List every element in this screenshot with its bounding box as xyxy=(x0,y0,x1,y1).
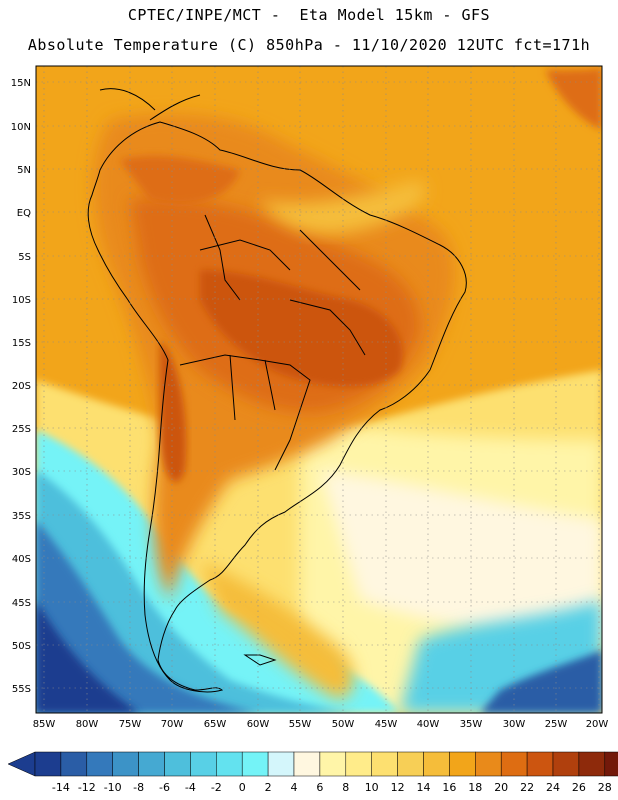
temperature-field xyxy=(36,66,602,713)
colorbar-box xyxy=(526,751,554,777)
colorbar-box xyxy=(423,751,450,777)
lat-label: 40S xyxy=(12,554,31,565)
graticule xyxy=(36,66,602,713)
latitude-labels: 15N 10N 5N EQ 5S 10S 15S 20S 25S 30S 35S… xyxy=(11,78,31,695)
colorbar-label: -12 xyxy=(78,781,96,794)
colorbar: -14 -12 -10 -8 -6 -4 -2 0 2 4 6 8 10 12 … xyxy=(7,751,618,794)
lon-label: 55W xyxy=(289,719,312,730)
colorbar-box xyxy=(60,751,88,777)
colorbar-box xyxy=(449,751,476,777)
colorbar-label: 0 xyxy=(239,781,246,794)
colorbar-box xyxy=(34,751,62,777)
colorbar-box xyxy=(371,751,398,777)
lon-label: 45W xyxy=(375,719,398,730)
lon-label: 70W xyxy=(161,719,184,730)
colorbar-arrow-low xyxy=(7,751,36,777)
colorbar-label: 10 xyxy=(365,781,379,794)
lat-label: 15N xyxy=(11,78,31,89)
colorbar-label: 8 xyxy=(342,781,349,794)
colorbar-label: 24 xyxy=(546,781,560,794)
lat-label: 20S xyxy=(12,381,31,392)
colorbar-box xyxy=(112,751,139,777)
lon-label: 60W xyxy=(247,719,270,730)
map-title: CPTEC/INPE/MCT - Eta Model 15km - GFS xyxy=(127,6,491,24)
colorbar-label: 4 xyxy=(291,781,298,794)
colorbar-label: 22 xyxy=(520,781,534,794)
colorbar-box xyxy=(138,751,165,777)
colorbar-box xyxy=(604,751,618,777)
colorbar-box xyxy=(578,751,606,777)
colorbar-label: 28 xyxy=(598,781,612,794)
lat-label: 55S xyxy=(12,684,31,695)
colorbar-label: 12 xyxy=(391,781,405,794)
colorbar-label: -14 xyxy=(52,781,70,794)
lon-label: 30W xyxy=(503,719,526,730)
lat-label: 5S xyxy=(18,252,31,263)
colorbar-label: 26 xyxy=(572,781,586,794)
lon-label: 75W xyxy=(119,719,142,730)
colorbar-label: 18 xyxy=(468,781,482,794)
lat-label: 25S xyxy=(12,424,31,435)
lat-label: 35S xyxy=(12,511,31,522)
lat-label: 10S xyxy=(12,295,31,306)
coastlines xyxy=(87,88,467,693)
colorbar-box xyxy=(267,751,295,777)
colorbar-labels: -14 -12 -10 -8 -6 -4 -2 0 2 4 6 8 10 12 … xyxy=(52,781,612,794)
colorbar-label: 14 xyxy=(417,781,431,794)
colorbar-box xyxy=(216,751,243,777)
lat-label: 10N xyxy=(11,122,31,133)
colorbar-box xyxy=(397,751,424,777)
colorbar-label: -8 xyxy=(133,781,144,794)
colorbar-label: -6 xyxy=(159,781,170,794)
map-frame xyxy=(35,65,603,714)
lon-label: 80W xyxy=(76,719,99,730)
lat-label: 15S xyxy=(12,338,31,349)
colorbar-box xyxy=(164,751,191,777)
lat-label: 45S xyxy=(12,598,31,609)
colorbar-label: -10 xyxy=(104,781,122,794)
colorbar-label: 6 xyxy=(316,781,323,794)
map-subtitle: Absolute Temperature (C) 850hPa - 11/10/… xyxy=(27,36,591,54)
lon-label: 40W xyxy=(417,719,440,730)
lon-label: 35W xyxy=(460,719,483,730)
lat-label: 30S xyxy=(12,467,31,478)
colorbar-label: -4 xyxy=(185,781,196,794)
colorbar-box xyxy=(293,751,321,777)
colorbar-label: 20 xyxy=(494,781,508,794)
colorbar-box xyxy=(500,751,528,777)
colorbar-box xyxy=(190,751,217,777)
colorbar-box xyxy=(241,751,269,777)
colorbar-box xyxy=(475,751,502,777)
longitude-labels: 85W 80W 75W 70W 65W 60W 55W 50W 45W 40W … xyxy=(33,719,609,730)
lon-label: 50W xyxy=(332,719,355,730)
lat-label: 5N xyxy=(17,165,31,176)
lat-label: 50S xyxy=(12,641,31,652)
lat-label: EQ xyxy=(17,208,31,219)
colorbar-label: -2 xyxy=(211,781,222,794)
colorbar-box xyxy=(345,751,372,777)
colorbar-label: 2 xyxy=(265,781,272,794)
lon-label: 85W xyxy=(33,719,56,730)
lon-label: 65W xyxy=(204,719,227,730)
lon-label: 20W xyxy=(586,719,609,730)
lon-label: 25W xyxy=(545,719,568,730)
colorbar-box xyxy=(552,751,580,777)
colorbar-label: 16 xyxy=(442,781,456,794)
temperature-map: 15N 10N 5N EQ 5S 10S 15S 20S 25S 30S 35S… xyxy=(11,65,609,730)
colorbar-box xyxy=(86,751,113,777)
colorbar-box xyxy=(319,751,347,777)
colorbar-boxes xyxy=(7,751,618,777)
